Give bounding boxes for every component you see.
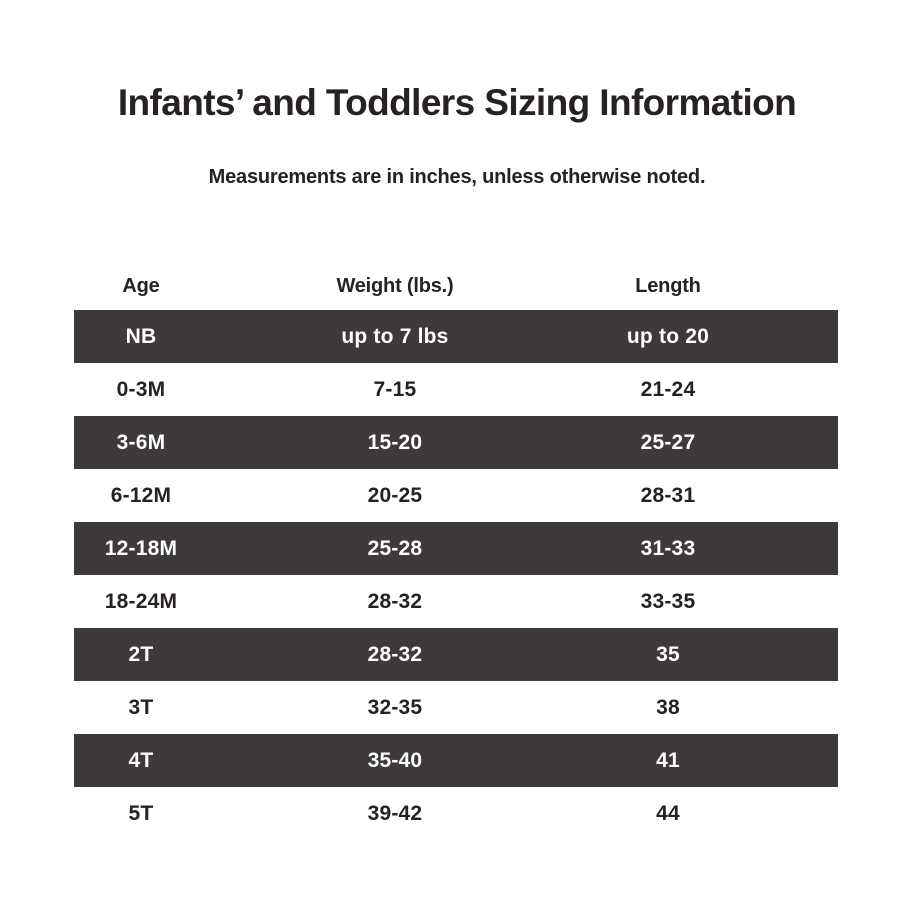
cell-age: 0-3M: [116, 377, 166, 401]
table-row: 0-3M 7-15 21-24: [74, 363, 838, 416]
table-row: 3-6M 15-20 25-27: [74, 416, 838, 469]
cell-weight: 28-32: [367, 642, 423, 666]
table-row: 2T 28-32 35: [74, 628, 838, 681]
column-header-age: Age: [122, 275, 160, 297]
cell-weight: 35-40: [367, 748, 423, 772]
cell-length: 31-33: [640, 536, 696, 560]
page-title: Infants’ and Toddlers Sizing Information: [117, 82, 797, 123]
cell-weight: up to 7 lbs: [341, 324, 449, 348]
cell-length: 35: [656, 642, 680, 666]
table-row: 18-24M 28-32 33-35: [74, 575, 838, 628]
cell-age: 6-12M: [110, 483, 172, 507]
table-row: 3T 32-35 38: [74, 681, 838, 734]
cell-age: 2T: [128, 642, 154, 666]
table-row: 6-12M 20-25 28-31: [74, 469, 838, 522]
cell-length: 41: [656, 748, 680, 772]
table-row: NB up to 7 lbs up to 20: [74, 310, 838, 363]
cell-length: 25-27: [640, 430, 696, 454]
sizing-table: Age Weight (lbs.) Length NB up to 7 lbs up…: [74, 263, 838, 840]
column-header-weight: Weight (lbs.): [336, 275, 454, 297]
cell-length: 21-24: [640, 377, 696, 401]
column-header-length: Length: [635, 275, 701, 297]
cell-weight: 39-42: [367, 801, 423, 825]
cell-age: NB: [125, 324, 157, 348]
cell-weight: 28-32: [367, 589, 423, 613]
table-header-row: Age Weight (lbs.) Length: [74, 263, 838, 310]
cell-weight: 15-20: [367, 430, 423, 454]
cell-length: 28-31: [640, 483, 696, 507]
cell-length: 33-35: [640, 589, 696, 613]
table-row: 4T 35-40 41: [74, 734, 838, 787]
table-row: 5T 39-42 44: [74, 787, 838, 840]
cell-length: 38: [656, 695, 680, 719]
cell-length: up to 20: [626, 324, 710, 348]
cell-length: 44: [656, 801, 680, 825]
cell-age: 4T: [128, 748, 154, 772]
cell-weight: 20-25: [367, 483, 423, 507]
cell-age: 18-24M: [104, 589, 178, 613]
cell-age: 12-18M: [104, 536, 178, 560]
cell-weight: 32-35: [367, 695, 423, 719]
cell-age: 3-6M: [116, 430, 166, 454]
cell-weight: 25-28: [367, 536, 423, 560]
table-body: NB up to 7 lbs up to 20 0-3M 7-15 21-24 3-6M 15…: [74, 310, 838, 840]
cell-weight: 7-15: [373, 377, 417, 401]
cell-age: 5T: [128, 801, 154, 825]
page-subtitle: Measurements are in inches, unless other…: [208, 166, 706, 188]
cell-age: 3T: [128, 695, 154, 719]
table-row: 12-18M 25-28 31-33: [74, 522, 838, 575]
